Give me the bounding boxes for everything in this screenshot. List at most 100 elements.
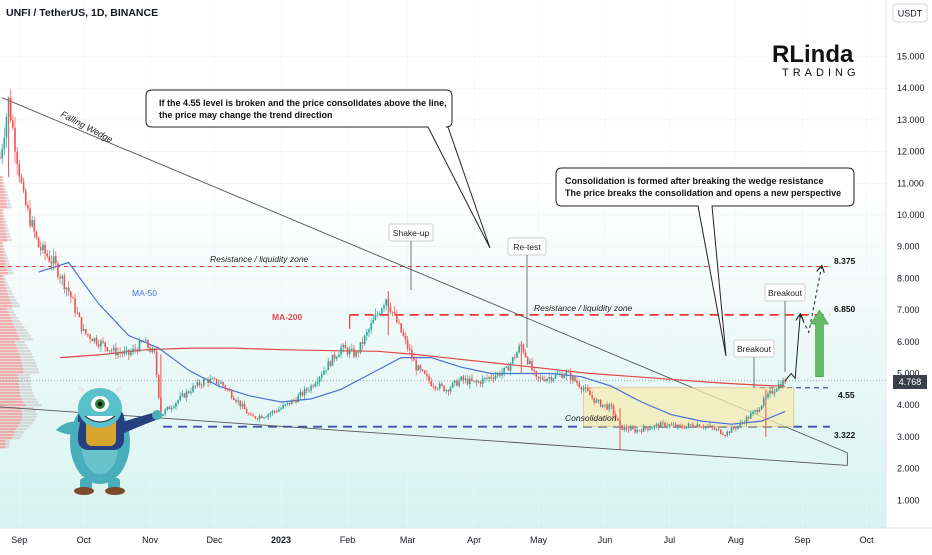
candle-body xyxy=(393,312,396,314)
candle-body xyxy=(134,348,136,350)
candle-body xyxy=(503,367,505,373)
candle-body xyxy=(632,427,634,429)
candle-body xyxy=(537,376,540,379)
candle-body xyxy=(541,377,544,380)
candle-body xyxy=(286,402,289,405)
candle-body xyxy=(151,348,154,352)
candle-body xyxy=(647,428,649,430)
candle-body xyxy=(664,422,666,427)
candle-body xyxy=(310,385,312,391)
candle-body xyxy=(634,428,636,433)
candle-body xyxy=(713,427,716,430)
candle-body xyxy=(522,344,525,353)
candle-body xyxy=(670,424,673,426)
callout-right: Consolidation is formed after breaking t… xyxy=(555,167,855,357)
x-tick-label: Nov xyxy=(142,535,159,545)
plot-background xyxy=(0,0,886,528)
x-tick-label: Sep xyxy=(794,535,810,545)
candle-body xyxy=(14,127,16,152)
candle-body xyxy=(595,400,598,403)
candle-body xyxy=(211,378,214,380)
candle-body xyxy=(775,389,778,392)
candle-body xyxy=(584,387,587,389)
candle-body xyxy=(707,426,709,428)
candle-body xyxy=(730,427,733,433)
candle-body xyxy=(754,410,756,412)
candle-body xyxy=(293,400,295,401)
candle-body xyxy=(745,417,748,424)
candle-body xyxy=(423,370,426,374)
candle-body xyxy=(218,383,220,385)
candle-body xyxy=(24,191,27,206)
candle-body xyxy=(130,352,132,356)
candle-body xyxy=(363,335,366,345)
candle-body xyxy=(260,415,263,419)
candle-body xyxy=(597,399,600,401)
candle-body xyxy=(696,424,699,427)
candle-body xyxy=(33,220,36,232)
monster-mascot-icon xyxy=(56,384,162,495)
price-axis[interactable]: 15.000 14.000 13.000 12.000 11.000 10.000 9.00… xyxy=(885,0,925,528)
candle-body xyxy=(29,208,31,227)
candle-body xyxy=(445,390,448,392)
candle-body xyxy=(413,358,415,361)
candle-body xyxy=(574,376,576,382)
candle-body xyxy=(170,408,173,410)
candle-body xyxy=(408,348,411,350)
resistance-zone-label-2: Resistance / liquidity zone xyxy=(534,303,633,313)
shake-up-label: Shake-up xyxy=(388,223,434,290)
candle-body xyxy=(715,429,718,430)
candle-body xyxy=(297,395,299,403)
x-tick-label: Oct xyxy=(860,535,875,545)
projection-path-solid xyxy=(784,315,800,382)
time-axis[interactable]: Sep Oct Nov Dec 2023 Feb Mar Apr May Jun Jul Aug Sep… xyxy=(0,527,932,545)
candle-body xyxy=(402,332,405,336)
candle-body xyxy=(179,395,182,401)
candle-body xyxy=(589,390,591,396)
svg-text:Breakout: Breakout xyxy=(768,288,803,298)
candle-body xyxy=(627,429,630,431)
candle-body xyxy=(207,379,209,384)
y-tick-label: 5.000 xyxy=(897,369,920,379)
candle-body xyxy=(518,346,520,353)
candle-body xyxy=(117,352,119,356)
currency-button[interactable]: USDT xyxy=(892,3,928,23)
symbol-title: UNFI / TetherUS, 1D, BINANCE xyxy=(6,7,158,19)
candle-body xyxy=(263,417,265,419)
x-tick-label: Dec xyxy=(207,535,224,545)
candle-body xyxy=(458,380,460,386)
candle-body xyxy=(138,340,141,352)
candle-body xyxy=(593,397,596,403)
candle-body xyxy=(245,409,248,414)
candle-body xyxy=(475,380,478,383)
candle-body xyxy=(490,377,493,379)
candle-body xyxy=(224,385,227,389)
svg-text:Re-test: Re-test xyxy=(513,242,541,252)
x-tick-label: Jun xyxy=(598,535,613,545)
candle-body xyxy=(91,339,94,342)
candle-body xyxy=(59,276,61,279)
x-tick-label: Aug xyxy=(728,535,744,545)
svg-text:USDT: USDT xyxy=(898,9,923,19)
candle-body xyxy=(205,379,207,380)
candle-body xyxy=(747,417,750,419)
candle-body xyxy=(162,413,164,417)
candle-body xyxy=(552,378,555,381)
x-tick-label: Apr xyxy=(467,535,481,545)
candle-body xyxy=(404,335,407,340)
candle-body xyxy=(192,385,194,392)
candle-body xyxy=(602,404,604,407)
candle-body xyxy=(642,426,645,432)
candle-body xyxy=(164,409,166,414)
y-tick-label: 4.000 xyxy=(897,400,920,410)
consolidation-label: Consolidation xyxy=(565,413,617,423)
candle-body xyxy=(366,332,368,336)
resistance-zone-label-1: Resistance / liquidity zone xyxy=(210,254,309,264)
candle-body xyxy=(674,424,677,428)
candle-body xyxy=(728,431,731,433)
candle-body xyxy=(771,390,774,394)
x-tick-label: Jul xyxy=(664,535,676,545)
candle-body xyxy=(612,405,615,415)
candle-body xyxy=(374,314,377,320)
